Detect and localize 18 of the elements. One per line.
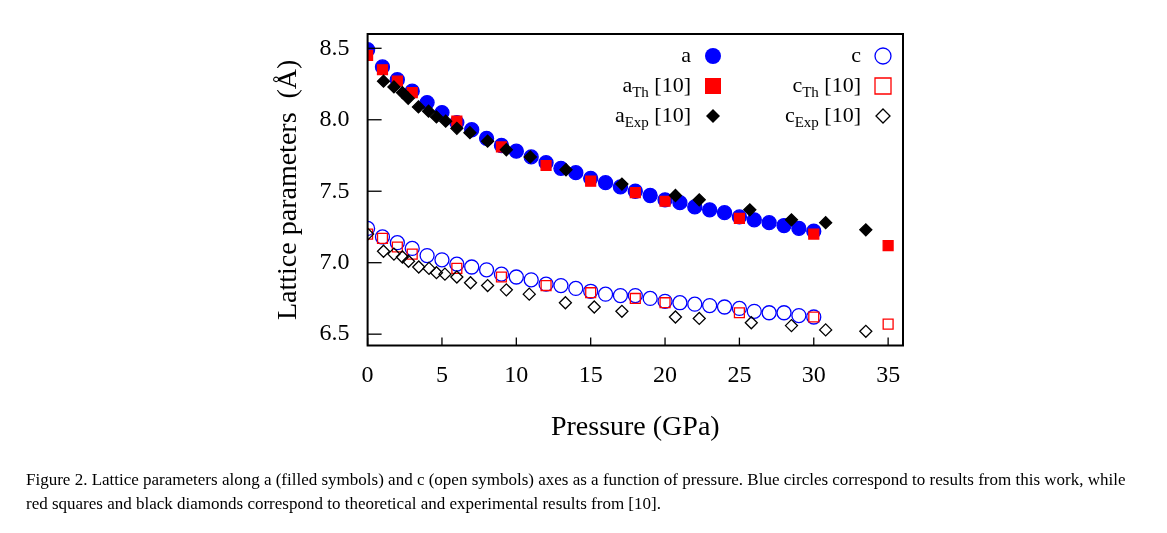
legend-label: c [851,41,862,67]
caption: Figure 2. Lattice parameters along a (filled symbols) and c (open symbols) axes as a function of pressure. Blue circles correspond to results from this work, while red squares and black diamonds correspond to theoretical and experimental results from [10]. [26,469,1127,515]
x-tick-label: 20 [653,361,678,388]
y-tick-label: 8.5 [319,33,350,60]
x-axis-title: Pressure (GPa) [550,409,720,441]
x-tick-label: 30 [801,361,826,388]
y-axis-title: Lattice parameters (Å) [271,59,303,321]
y-tick-label: 6.5 [319,319,350,346]
legend-label: a [681,41,692,67]
x-tick-label: 10 [504,361,529,388]
y-tick-label: 7.5 [319,176,350,203]
y-tick-label: 7.0 [319,247,350,274]
y-tick-label: 8.0 [319,105,350,132]
x-tick-label: 5 [435,361,448,388]
x-tick-label: 25 [727,361,752,388]
x-tick-label: 0 [361,361,374,388]
x-tick-label: 35 [876,361,901,388]
x-tick-label: 15 [578,361,603,388]
